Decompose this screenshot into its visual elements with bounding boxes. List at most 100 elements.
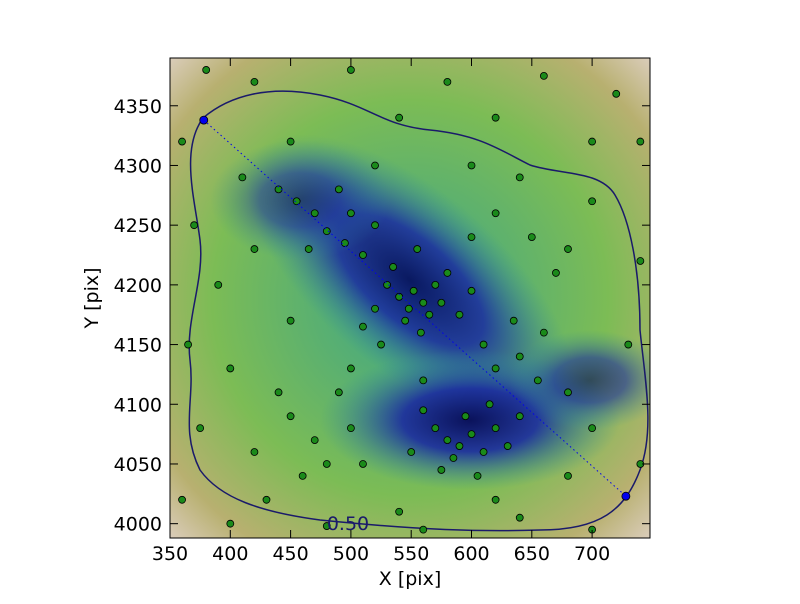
point	[479, 340, 488, 349]
point	[491, 113, 500, 122]
point	[184, 340, 192, 349]
point	[196, 424, 205, 433]
point	[431, 424, 440, 433]
point	[539, 328, 548, 337]
point	[431, 280, 440, 289]
point	[443, 77, 452, 86]
point	[539, 72, 548, 80]
point	[178, 495, 186, 504]
point	[636, 137, 645, 146]
point	[467, 161, 476, 170]
point	[359, 460, 367, 468]
point	[419, 525, 428, 534]
point	[491, 209, 500, 218]
point	[491, 424, 500, 433]
point	[347, 66, 355, 74]
point	[515, 412, 524, 421]
point	[624, 340, 633, 349]
point	[503, 442, 512, 450]
point	[419, 406, 428, 415]
point	[371, 161, 379, 170]
point	[202, 66, 211, 74]
point	[395, 507, 404, 516]
point	[636, 257, 645, 265]
point	[250, 245, 259, 253]
point	[298, 472, 307, 480]
y-tick-label: 4000	[114, 514, 162, 536]
point	[407, 448, 416, 456]
point	[588, 197, 597, 206]
point	[286, 137, 295, 146]
x-tick-label: 550	[393, 543, 429, 565]
point	[564, 472, 572, 480]
y-tick-label: 4350	[114, 96, 162, 118]
point	[409, 286, 418, 295]
y-axis-label: Y [pix]	[81, 267, 103, 329]
y-tick-label: 4050	[114, 454, 162, 476]
point	[347, 364, 355, 373]
point	[304, 245, 313, 253]
point	[322, 522, 331, 530]
point	[286, 316, 295, 325]
point	[449, 454, 458, 462]
point	[467, 286, 476, 295]
point	[178, 137, 186, 146]
point	[515, 513, 524, 522]
point	[461, 412, 470, 421]
point	[419, 298, 428, 307]
x-tick-label: 450	[272, 543, 308, 565]
point	[443, 269, 452, 277]
point	[389, 263, 398, 271]
point	[404, 304, 413, 313]
point	[515, 352, 524, 361]
point	[564, 388, 572, 397]
x-axis-label: X [pix]	[379, 568, 441, 590]
point	[473, 472, 482, 480]
point	[190, 221, 199, 230]
point	[564, 245, 572, 253]
point	[588, 424, 597, 433]
point	[455, 310, 464, 319]
x-tick-label: 650	[514, 543, 550, 565]
point	[310, 436, 319, 444]
point	[413, 245, 422, 253]
point	[238, 173, 247, 182]
point	[491, 364, 500, 373]
contour-label: 0.50	[327, 513, 369, 535]
point	[274, 388, 283, 397]
point	[214, 280, 223, 289]
point	[515, 173, 524, 182]
y-tick-label: 4200	[114, 275, 162, 297]
x-tick-label: 400	[212, 543, 248, 565]
point	[437, 466, 446, 474]
marks	[178, 66, 645, 534]
point	[310, 209, 319, 218]
point	[371, 304, 379, 313]
point	[443, 436, 452, 444]
point	[262, 495, 271, 504]
point	[322, 460, 331, 468]
point	[485, 400, 494, 409]
plot-frame	[169, 57, 651, 539]
point	[479, 448, 488, 456]
y-tick-label: 4150	[114, 335, 162, 357]
point	[467, 430, 476, 439]
point	[347, 209, 355, 218]
x-tick-label: 500	[333, 543, 369, 565]
point	[401, 316, 410, 325]
point	[371, 221, 379, 230]
point	[334, 185, 343, 194]
point	[226, 519, 235, 528]
point	[612, 89, 621, 98]
point	[359, 322, 367, 331]
point	[286, 412, 295, 421]
x-tick-label: 700	[574, 543, 610, 565]
point	[467, 233, 476, 242]
point	[416, 328, 425, 337]
point	[383, 280, 391, 289]
point	[552, 269, 560, 277]
y-tick-label: 4100	[114, 394, 162, 416]
point	[395, 113, 404, 122]
point	[588, 137, 597, 146]
x-tick-label: 350	[152, 543, 188, 565]
